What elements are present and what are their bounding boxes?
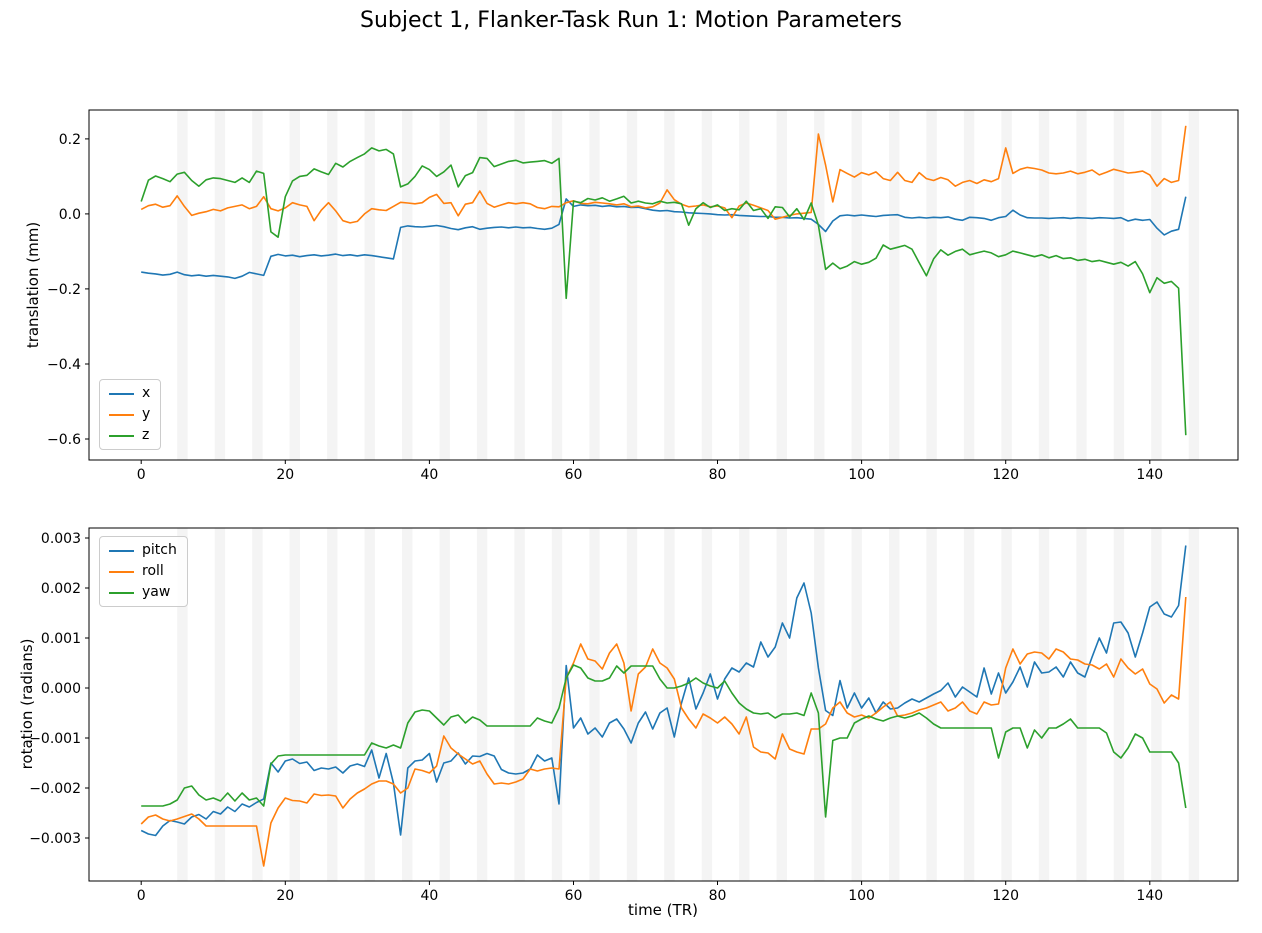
svg-text:−0.001: −0.001 <box>29 731 81 747</box>
rotation-chart-canvas: 0 20 40 60 80 100 120 140 0.003 0.002 0.001 0.000 −0… <box>29 527 1239 904</box>
line-swatch <box>109 413 134 416</box>
legend-label: x <box>142 385 151 401</box>
figure-title: Subject 1, Flanker-Task Run 1: Motion Pa… <box>359 8 902 33</box>
svg-text:0: 0 <box>137 467 146 483</box>
legend-item: y <box>109 406 150 423</box>
svg-text:−0.003: −0.003 <box>29 831 81 847</box>
legend-item: pitch <box>109 542 177 559</box>
line-swatch <box>109 434 134 437</box>
svg-text:40: 40 <box>420 888 438 904</box>
translation-legend: x y z <box>99 379 162 450</box>
legend-item: x <box>109 385 150 402</box>
svg-text:−0.4: −0.4 <box>47 357 81 373</box>
legend-label: pitch <box>142 542 177 558</box>
legend-label: y <box>142 406 151 422</box>
svg-text:120: 120 <box>992 888 1019 904</box>
rotation-legend: pitch roll yaw <box>99 536 188 607</box>
svg-text:0: 0 <box>137 888 146 904</box>
legend-item: z <box>109 427 150 444</box>
legend-item: yaw <box>109 584 177 601</box>
line-swatch <box>109 591 134 594</box>
line-swatch <box>109 549 134 552</box>
svg-text:140: 140 <box>1136 888 1163 904</box>
svg-text:20: 20 <box>276 467 294 483</box>
svg-text:80: 80 <box>709 888 727 904</box>
svg-text:120: 120 <box>992 467 1019 483</box>
line-swatch <box>109 392 134 395</box>
line-swatch <box>109 570 134 573</box>
svg-text:60: 60 <box>565 467 583 483</box>
svg-text:100: 100 <box>848 888 875 904</box>
svg-text:−0.2: −0.2 <box>47 282 81 298</box>
legend-label: yaw <box>142 584 171 600</box>
translation-chart-canvas: 0 20 40 60 80 100 120 140 0.2 0.0 −0.2 −0.4 −0.6 <box>47 109 1239 483</box>
rotation-y-axis-label: rotation (radians) <box>18 638 36 770</box>
svg-text:0.0: 0.0 <box>59 207 81 223</box>
svg-text:0.003: 0.003 <box>41 531 81 547</box>
rotation-plot: 0 20 40 60 80 100 120 140 0.003 0.002 0.001 0.000 −0… <box>29 527 1239 904</box>
legend-item: roll <box>109 563 177 580</box>
translation-plot: 0 20 40 60 80 100 120 140 0.2 0.0 −0.2 −0.4 −0.6 x y… <box>47 109 1239 483</box>
svg-text:0.2: 0.2 <box>59 132 81 148</box>
svg-text:40: 40 <box>420 467 438 483</box>
svg-text:−0.6: −0.6 <box>47 432 81 448</box>
legend-label: z <box>142 427 150 443</box>
translation-y-axis-label: translation (mm) <box>24 221 42 349</box>
svg-text:100: 100 <box>848 467 875 483</box>
svg-text:0.001: 0.001 <box>41 631 81 647</box>
svg-text:80: 80 <box>709 467 727 483</box>
svg-text:20: 20 <box>276 888 294 904</box>
svg-text:0.000: 0.000 <box>41 681 81 697</box>
legend-label: roll <box>142 563 164 579</box>
svg-text:−0.002: −0.002 <box>29 781 81 797</box>
svg-text:60: 60 <box>565 888 583 904</box>
x-axis-label: time (TR) <box>628 901 698 919</box>
svg-text:0.002: 0.002 <box>41 581 81 597</box>
svg-text:140: 140 <box>1136 467 1163 483</box>
